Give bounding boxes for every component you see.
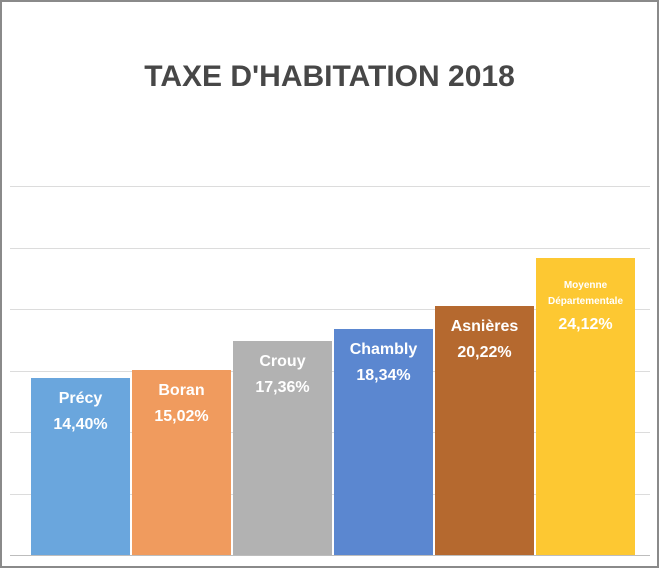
bar <box>334 329 433 555</box>
bar-value-label: 20,22% <box>457 344 512 362</box>
bar <box>132 370 231 555</box>
bar-value-label: 18,34% <box>356 367 411 385</box>
bar-category-label: Chambly <box>349 341 418 359</box>
chart-title: TAXE D'HABITATION 2018 <box>144 60 515 93</box>
bar-value-label: 14,40% <box>53 415 108 433</box>
bar <box>31 377 130 555</box>
bar-value-label: 15,02% <box>154 408 209 426</box>
bar-category-label: Boran <box>158 382 205 400</box>
grid-line <box>10 186 650 187</box>
bar-category-label: Asnières <box>450 318 519 336</box>
bar-category-label: Précy <box>58 389 103 407</box>
bar-category-label: Crouy <box>259 353 306 371</box>
grid-line <box>10 247 650 249</box>
grid-line <box>10 309 650 310</box>
bar <box>536 258 635 555</box>
bar-value-label: 17,36% <box>255 379 310 397</box>
bar <box>435 306 534 555</box>
bar-category-label: Moyenne Départementale <box>547 280 624 308</box>
bar-value-label: 24,12% <box>558 316 613 334</box>
grid-line <box>10 555 650 556</box>
bar <box>233 341 332 555</box>
